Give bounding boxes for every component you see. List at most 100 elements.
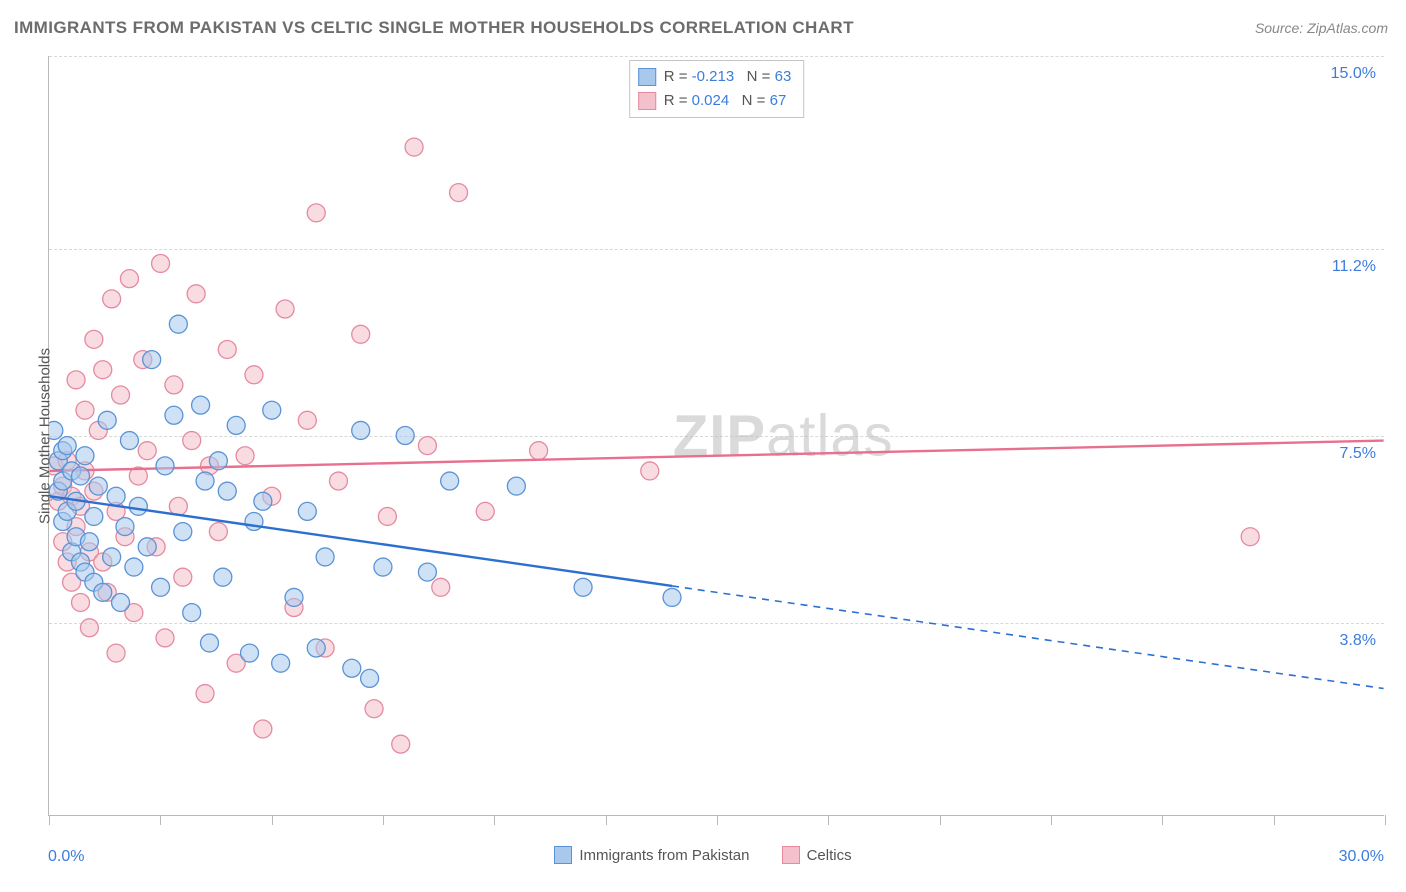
scatter-point-celtics <box>107 644 125 662</box>
scatter-point-celtics <box>329 472 347 490</box>
scatter-point-pakistan <box>49 421 63 439</box>
scatter-point-pakistan <box>94 583 112 601</box>
scatter-point-pakistan <box>352 421 370 439</box>
scatter-point-pakistan <box>174 523 192 541</box>
scatter-point-celtics <box>196 685 214 703</box>
scatter-point-pakistan <box>254 492 272 510</box>
legend-label-pakistan: Immigrants from Pakistan <box>579 847 749 864</box>
scatter-point-celtics <box>641 462 659 480</box>
scatter-point-celtics <box>138 442 156 460</box>
scatter-point-pakistan <box>80 533 98 551</box>
scatter-point-celtics <box>94 361 112 379</box>
scatter-point-pakistan <box>103 548 121 566</box>
scatter-point-pakistan <box>200 634 218 652</box>
stats-legend-box: R = -0.213 N = 63 R = 0.024 N = 67 <box>629 60 805 118</box>
scatter-point-pakistan <box>169 315 187 333</box>
scatter-point-pakistan <box>418 563 436 581</box>
stats-r-label: R = <box>664 65 692 89</box>
scatter-point-celtics <box>103 290 121 308</box>
scatter-point-pakistan <box>241 644 259 662</box>
x-tick <box>494 815 495 825</box>
scatter-point-pakistan <box>507 477 525 495</box>
scatter-point-pakistan <box>361 669 379 687</box>
x-tick <box>828 815 829 825</box>
scatter-point-pakistan <box>112 593 130 611</box>
x-tick <box>1051 815 1052 825</box>
scatter-point-pakistan <box>285 588 303 606</box>
scatter-point-celtics <box>156 629 174 647</box>
scatter-point-pakistan <box>374 558 392 576</box>
scatter-point-pakistan <box>209 452 227 470</box>
scatter-point-celtics <box>209 523 227 541</box>
scatter-point-pakistan <box>107 487 125 505</box>
scatter-point-celtics <box>112 386 130 404</box>
scatter-point-celtics <box>476 502 494 520</box>
scatter-point-pakistan <box>72 467 90 485</box>
scatter-point-celtics <box>152 254 170 272</box>
x-tick <box>1162 815 1163 825</box>
stats-n-label: N = <box>734 65 774 89</box>
scatter-point-pakistan <box>183 604 201 622</box>
scatter-point-pakistan <box>192 396 210 414</box>
scatter-point-pakistan <box>156 457 174 475</box>
stats-r-celtics: 0.024 <box>692 89 730 113</box>
scatter-point-celtics <box>218 340 236 358</box>
scatter-point-pakistan <box>214 568 232 586</box>
stats-n-celtics: 67 <box>770 89 787 113</box>
bottom-legend: Immigrants from Pakistan Celtics <box>0 846 1406 868</box>
scatter-point-celtics <box>450 184 468 202</box>
scatter-point-celtics <box>254 720 272 738</box>
scatter-point-celtics <box>432 578 450 596</box>
scatter-point-celtics <box>365 700 383 718</box>
scatter-point-celtics <box>67 371 85 389</box>
legend-item-celtics: Celtics <box>782 846 852 864</box>
stats-n-label: N = <box>729 89 769 113</box>
scatter-point-celtics <box>352 325 370 343</box>
scatter-point-pakistan <box>307 639 325 657</box>
regression-line-dashed-pakistan <box>672 586 1384 689</box>
stats-r-label: R = <box>664 89 692 113</box>
legend-label-celtics: Celtics <box>807 847 852 864</box>
scatter-point-pakistan <box>98 411 116 429</box>
scatter-point-pakistan <box>218 482 236 500</box>
scatter-point-pakistan <box>116 518 134 536</box>
swatch-pakistan <box>638 68 656 86</box>
scatter-point-celtics <box>245 366 263 384</box>
scatter-point-pakistan <box>441 472 459 490</box>
scatter-point-celtics <box>169 497 187 515</box>
scatter-point-pakistan <box>316 548 334 566</box>
scatter-point-celtics <box>85 330 103 348</box>
stats-n-pakistan: 63 <box>775 65 792 89</box>
scatter-point-pakistan <box>85 507 103 525</box>
scatter-point-celtics <box>120 270 138 288</box>
legend-swatch-celtics <box>782 846 800 864</box>
stats-row-celtics: R = 0.024 N = 67 <box>638 89 792 113</box>
plot-area: Single Mother Households R = -0.213 N = … <box>48 56 1384 816</box>
x-tick <box>1274 815 1275 825</box>
scatter-point-pakistan <box>227 416 245 434</box>
scatter-point-pakistan <box>663 588 681 606</box>
legend-swatch-pakistan <box>554 846 572 864</box>
scatter-point-celtics <box>378 507 396 525</box>
scatter-point-celtics <box>307 204 325 222</box>
scatter-point-celtics <box>392 735 410 753</box>
stats-row-pakistan: R = -0.213 N = 63 <box>638 65 792 89</box>
scatter-point-pakistan <box>76 447 94 465</box>
scatter-point-celtics <box>298 411 316 429</box>
x-tick <box>717 815 718 825</box>
scatter-point-pakistan <box>196 472 214 490</box>
x-tick <box>1385 815 1386 825</box>
x-tick <box>160 815 161 825</box>
scatter-point-celtics <box>174 568 192 586</box>
scatter-point-celtics <box>80 619 98 637</box>
scatter-point-pakistan <box>152 578 170 596</box>
source-label: Source: ZipAtlas.com <box>1255 20 1388 36</box>
scatter-point-pakistan <box>574 578 592 596</box>
scatter-point-celtics <box>236 447 254 465</box>
x-tick <box>49 815 50 825</box>
scatter-point-pakistan <box>58 437 76 455</box>
scatter-point-pakistan <box>129 497 147 515</box>
scatter-point-celtics <box>405 138 423 156</box>
x-tick <box>940 815 941 825</box>
scatter-point-pakistan <box>143 351 161 369</box>
